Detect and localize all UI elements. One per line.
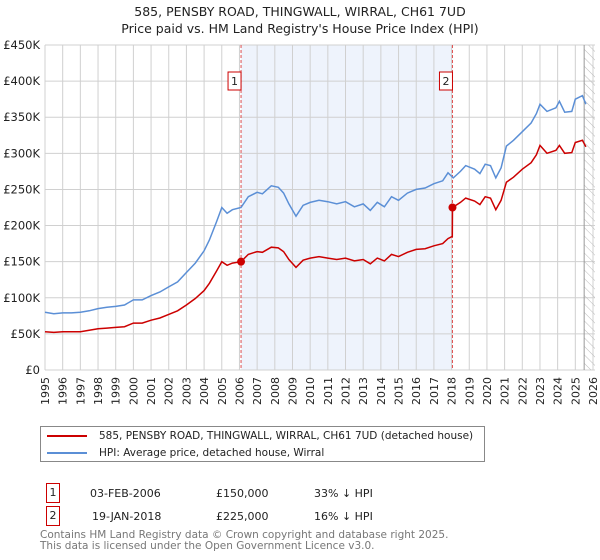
sale-marker-box (438, 71, 453, 91)
legend: 585, PENSBY ROAD, THINGWALL, WIRRAL, CH6… (40, 426, 485, 462)
x-tick-label: 2000 (127, 377, 140, 405)
y-tick-label: £300K (3, 146, 40, 160)
y-tick-label: £200K (3, 219, 40, 233)
x-tick-label: 1999 (110, 377, 123, 405)
transaction-hpi: 16% ↓ HPI (314, 510, 373, 523)
x-tick-label: 2023 (534, 377, 547, 405)
transaction-price: £225,000 (216, 510, 269, 523)
legend-item-hpi: HPI: Average price, detached house, Wirr… (47, 445, 324, 461)
x-tick-label: 2018 (446, 377, 459, 405)
footer-copyright: Contains HM Land Registry data © Crown c… (40, 529, 449, 541)
transaction-badge: 2 (46, 506, 60, 526)
x-tick-label: 2025 (569, 377, 582, 405)
y-tick-label: £350K (3, 110, 40, 124)
legend-item-property: 585, PENSBY ROAD, THINGWALL, WIRRAL, CH6… (47, 428, 473, 444)
x-tick-label: 2007 (251, 377, 264, 405)
y-tick-label: £450K (3, 38, 40, 52)
x-tick-label: 2019 (463, 377, 476, 405)
transaction-badge: 1 (46, 483, 60, 503)
y-tick-label: £100K (3, 291, 40, 305)
transaction-date: 03-FEB-2006 (90, 487, 161, 500)
x-tick-label: 2020 (481, 377, 494, 405)
x-tick-label: 1998 (92, 377, 105, 405)
legend-label: HPI: Average price, detached house, Wirr… (99, 447, 325, 459)
x-tick-label: 2008 (269, 377, 282, 405)
sale-period-shading (241, 45, 453, 370)
x-tick-label: 2024 (552, 377, 565, 405)
footer: Contains HM Land Registry data © Crown c… (40, 530, 448, 552)
x-tick-label: 1995 (39, 377, 52, 405)
property-series-line (44, 139, 587, 334)
x-tick-label: 2006 (233, 377, 246, 405)
y-tick-label: £400K (3, 74, 40, 88)
x-tick-label: 2004 (198, 377, 211, 405)
x-tick-label: 2010 (304, 377, 317, 405)
forecast-hatch (584, 45, 595, 370)
x-tick-label: 2014 (375, 377, 388, 405)
transaction-price: £150,000 (216, 487, 269, 500)
sale-marker-label: 2 (442, 75, 449, 88)
legend-swatch-red (47, 435, 87, 437)
x-tick-label: 2009 (286, 377, 299, 405)
chart-subtitle: Price paid vs. HM Land Registry's House … (121, 21, 479, 36)
x-tick-label: 2015 (393, 377, 406, 405)
y-tick-label: £50K (11, 327, 41, 341)
y-tick-label: £0 (25, 363, 40, 377)
y-tick-label: £250K (3, 182, 40, 196)
x-tick-label: 2005 (216, 377, 229, 405)
x-tick-label: 2016 (410, 377, 423, 405)
transaction-date: 19-JAN-2018 (92, 510, 162, 523)
price-chart: 1995 1996 1997 1998 1999 2000 2001 2002 2003 2004… (3, 38, 600, 405)
x-tick-label: 2026 (587, 377, 600, 405)
x-tick-label: 2012 (340, 377, 353, 405)
legend-label: 585, PENSBY ROAD, THINGWALL, WIRRAL, CH6… (99, 430, 474, 442)
x-tick-label: 2017 (428, 377, 441, 405)
x-tick-label: 2002 (163, 377, 176, 405)
sale-marker-box (227, 71, 242, 91)
sale-point (448, 203, 457, 212)
x-tick-label: 2013 (357, 377, 370, 405)
transaction-hpi: 33% ↓ HPI (314, 487, 373, 500)
x-tick-label: 1996 (57, 377, 70, 405)
x-tick-label: 2001 (145, 377, 158, 405)
chart-title: 585, PENSBY ROAD, THINGWALL, WIRRAL, CH6… (134, 4, 466, 19)
x-tick-label: 2003 (180, 377, 193, 405)
x-tick-label: 2021 (499, 377, 512, 405)
x-tick-label: 1997 (74, 377, 87, 405)
x-tick-label: 2022 (516, 377, 529, 405)
y-tick-label: £150K (3, 255, 40, 269)
hpi-series-line (44, 94, 587, 315)
sale-point (237, 257, 246, 266)
footer-licence: This data is licensed under the Open Gov… (40, 540, 375, 552)
legend-swatch-blue (47, 452, 87, 454)
x-tick-label: 2011 (322, 377, 335, 405)
sale-marker-label: 1 (231, 75, 238, 88)
